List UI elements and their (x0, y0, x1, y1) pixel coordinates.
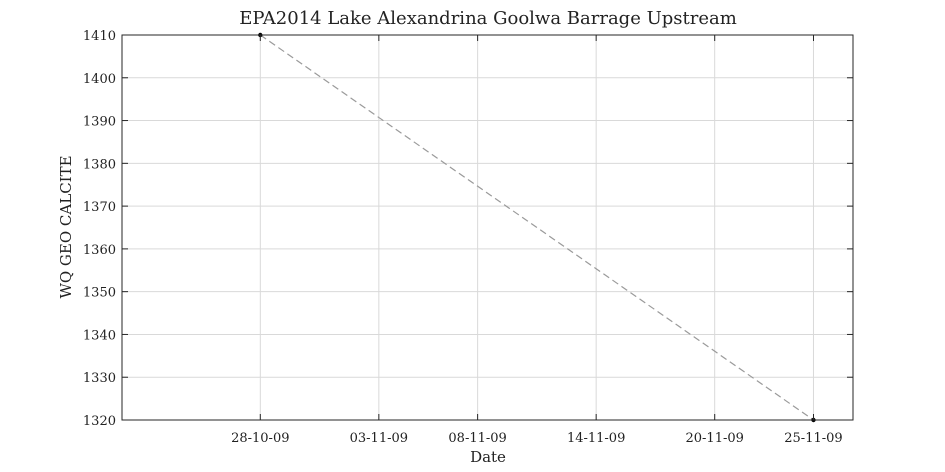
x-tick-label: 03-11-09 (350, 431, 408, 446)
x-tick-label: 28-10-09 (231, 431, 289, 446)
y-tick-label: 1340 (83, 328, 116, 343)
y-tick-label: 1370 (83, 200, 116, 215)
ticks: 1320 1330 1340 1350 1360 1370 1380 1390 1400 1410… (83, 29, 853, 446)
y-tick-label: 1350 (83, 286, 116, 301)
y-tick-label: 1320 (83, 414, 116, 429)
chart-title: EPA2014 Lake Alexandrina Goolwa Barrage … (239, 8, 737, 29)
grid (122, 34, 853, 421)
x-axis-label: Date (470, 448, 506, 466)
x-tick-label: 08-11-09 (448, 431, 506, 446)
x-tick-label: 25-11-09 (784, 431, 842, 446)
y-axis-label: WQ GEO CALCITE (57, 155, 75, 298)
y-tick-label: 1390 (83, 115, 116, 130)
series-line (259, 34, 814, 421)
x-tick-label: 20-11-09 (685, 431, 743, 446)
y-tick-label: 1330 (83, 371, 116, 386)
series-layer (258, 32, 816, 423)
x-tick-label: 14-11-09 (567, 431, 625, 446)
y-tick-label: 1380 (83, 157, 116, 172)
y-tick-label: 1410 (83, 29, 116, 44)
y-tick-label: 1400 (83, 72, 116, 87)
plot-frame (121, 34, 854, 421)
y-tick-label: 1360 (83, 243, 116, 258)
